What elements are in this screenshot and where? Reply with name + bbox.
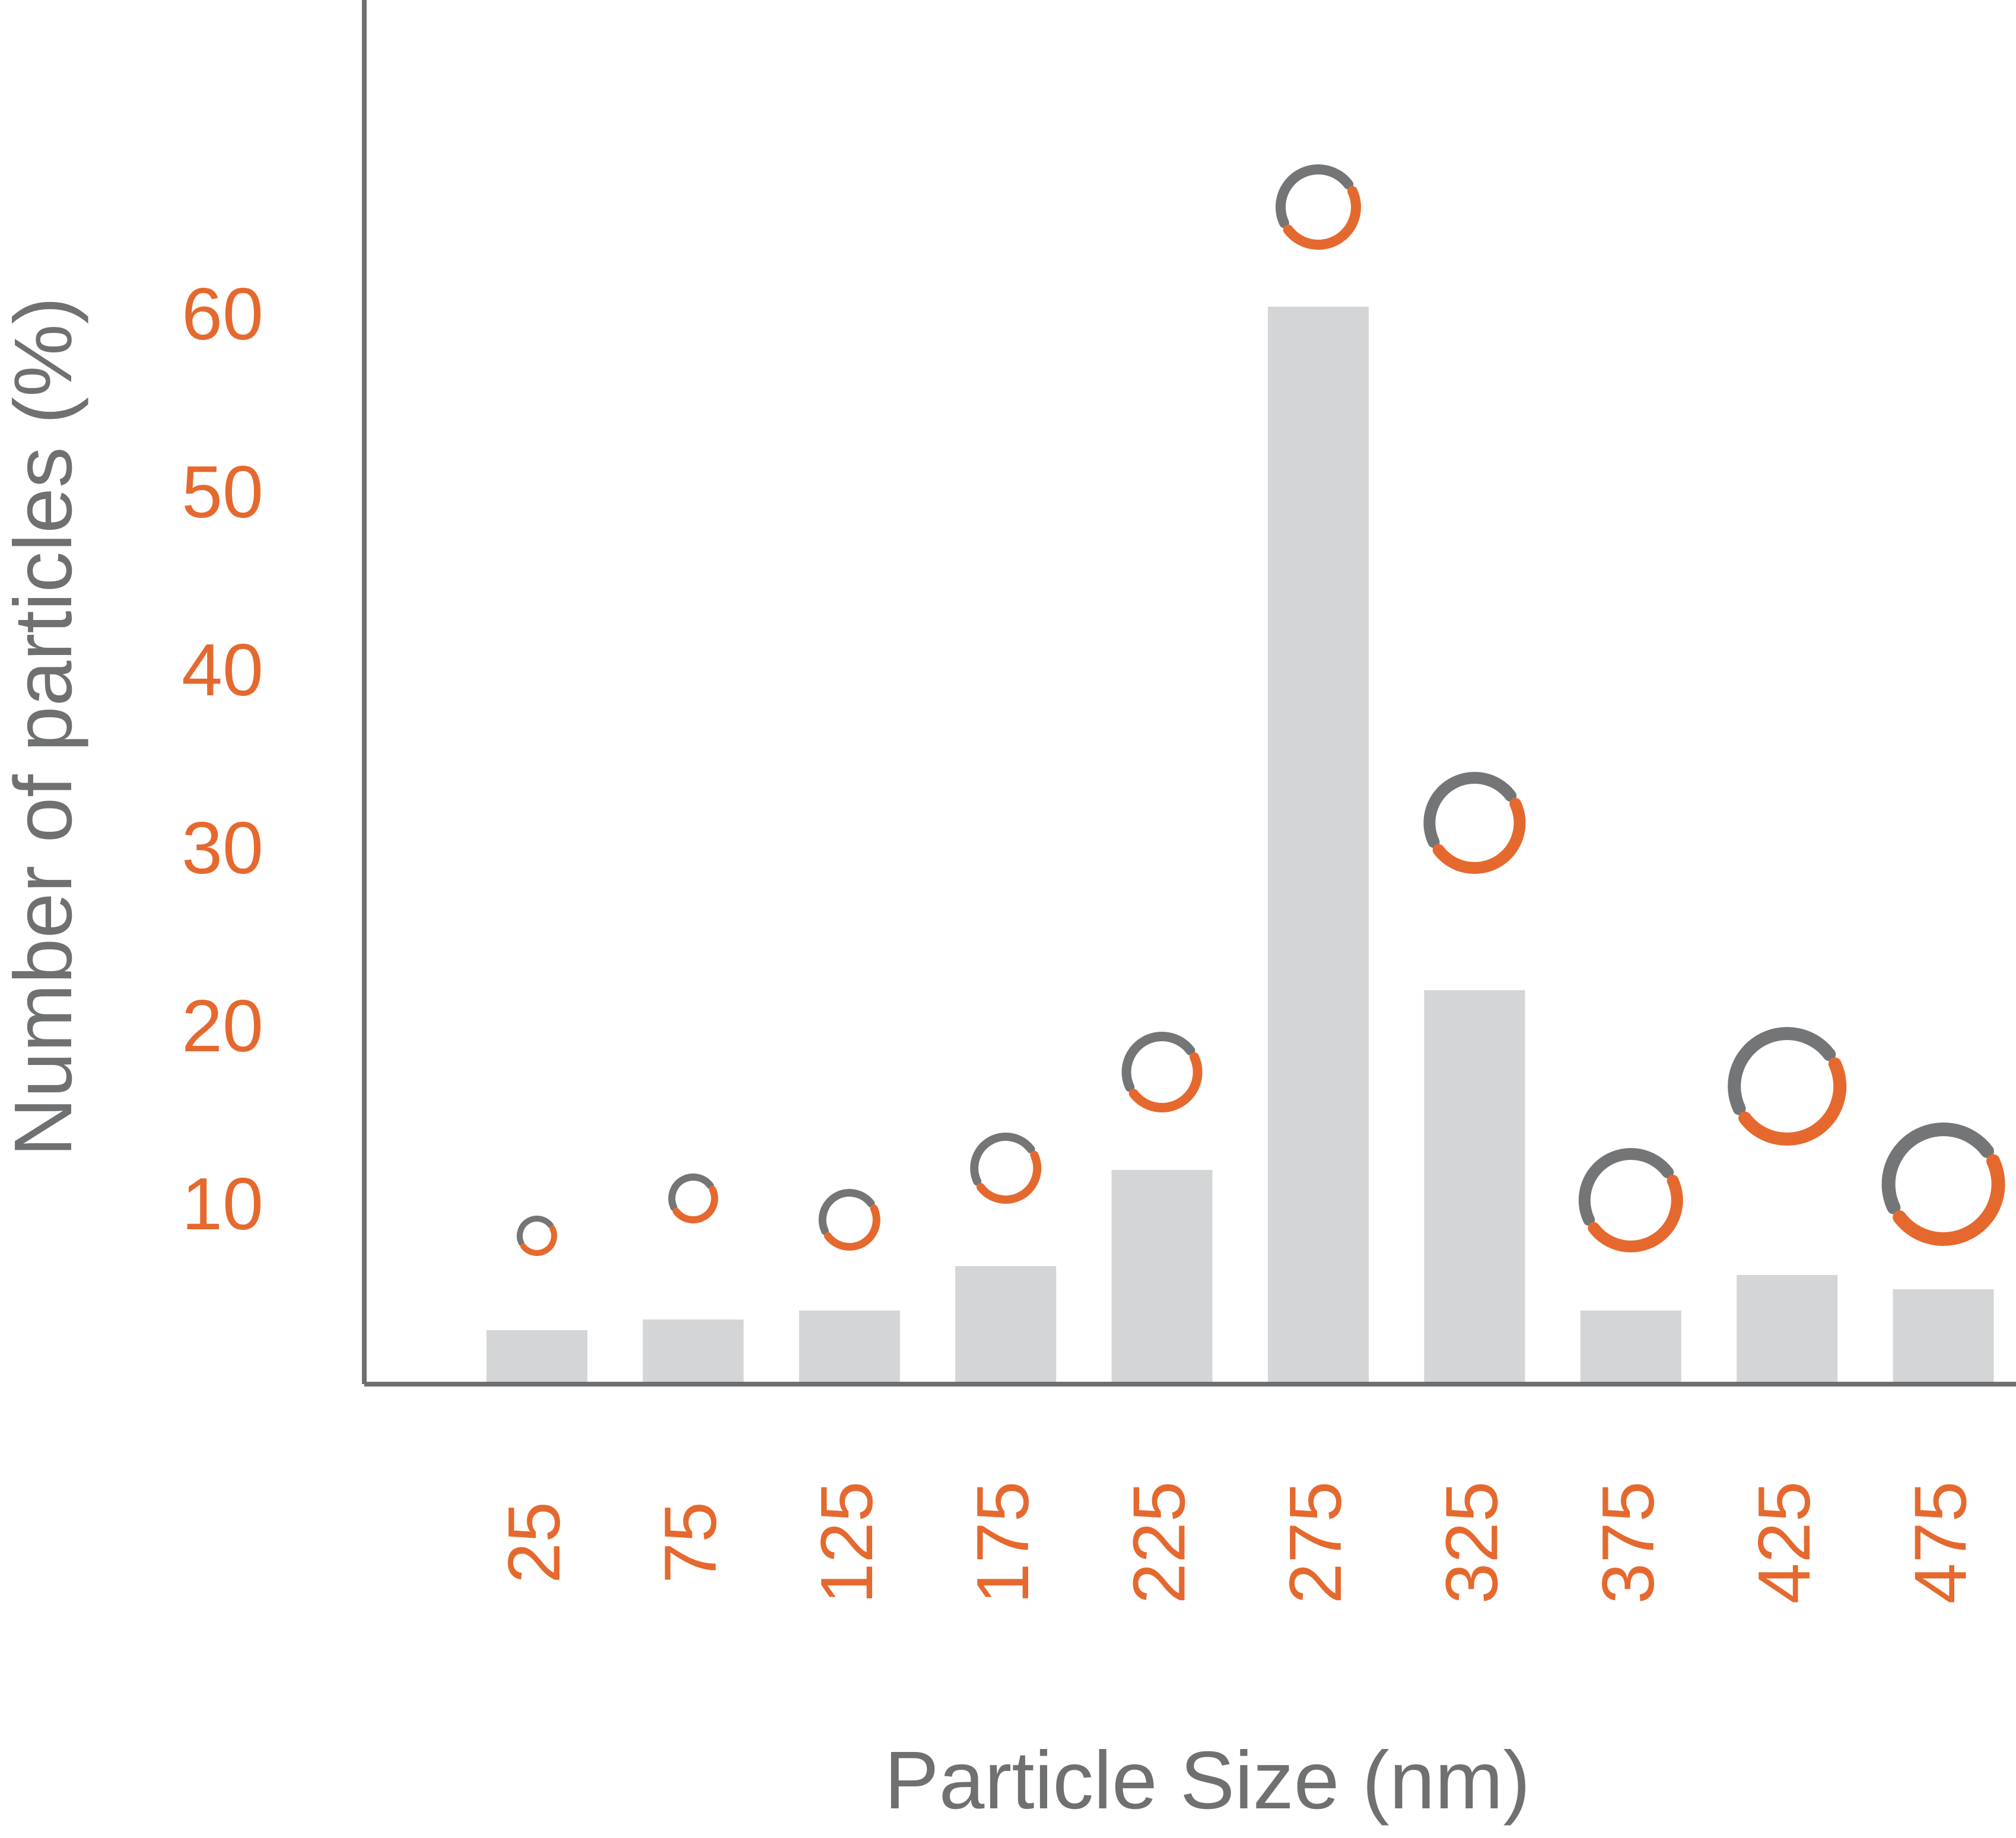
ring-orange-arc xyxy=(1738,1057,1847,1146)
particle-ring-125 xyxy=(818,1189,880,1251)
x-axis-title: Particle Size (nm) xyxy=(885,1735,1531,1826)
y-tick-label-30: 30 xyxy=(182,807,263,889)
x-tick-label-475: 475 xyxy=(1900,1481,1982,1604)
ring-orange-arc xyxy=(672,1185,718,1224)
particle-ring-175 xyxy=(970,1133,1042,1204)
x-tick-label-325: 325 xyxy=(1431,1481,1513,1604)
bar-475 xyxy=(1893,1289,1994,1382)
axes-layer xyxy=(362,0,2016,1387)
bar-75 xyxy=(643,1319,744,1382)
y-tick-label-10: 10 xyxy=(182,1163,263,1245)
y-axis-title: Number of particles (%) xyxy=(0,297,89,1156)
bar-225 xyxy=(1111,1170,1213,1382)
bar-275 xyxy=(1268,307,1369,1382)
bars-layer xyxy=(486,307,1994,1382)
ring-gray-arc xyxy=(1276,164,1354,228)
particle-ring-425 xyxy=(1728,1027,1847,1146)
ring-orange-arc xyxy=(1588,1175,1683,1252)
x-tick-label-225: 225 xyxy=(1119,1481,1201,1604)
y-tick-label-40: 40 xyxy=(182,629,263,711)
ring-gray-arc xyxy=(970,1133,1035,1186)
x-tick-label-275: 275 xyxy=(1275,1481,1357,1604)
ring-gray-arc xyxy=(517,1216,554,1246)
ring-gray-arc xyxy=(1423,771,1517,848)
particle-rings-layer xyxy=(517,164,2005,1256)
ring-gray-arc xyxy=(1578,1148,1674,1226)
particle-ring-275 xyxy=(1276,164,1361,250)
bar-125 xyxy=(799,1311,900,1382)
y-tick-label-50: 50 xyxy=(182,451,263,533)
bar-175 xyxy=(955,1266,1057,1382)
y-tick-label-20: 20 xyxy=(182,985,263,1067)
particle-ring-475 xyxy=(1881,1122,2005,1246)
ring-orange-arc xyxy=(976,1150,1042,1204)
x-tick-label-425: 425 xyxy=(1744,1481,1826,1604)
particle-ring-225 xyxy=(1121,1031,1203,1113)
y-tick-label-60: 60 xyxy=(182,274,263,355)
particle-ring-25 xyxy=(517,1216,557,1256)
ring-orange-arc xyxy=(1893,1154,2005,1246)
ring-gray-arc xyxy=(818,1189,875,1235)
ring-gray-arc xyxy=(1121,1031,1195,1092)
bar-375 xyxy=(1580,1311,1681,1382)
x-tick-label-75: 75 xyxy=(650,1502,732,1583)
bar-325 xyxy=(1424,990,1525,1382)
particle-ring-375 xyxy=(1578,1148,1683,1252)
x-tick-label-375: 375 xyxy=(1588,1481,1670,1604)
ring-gray-arc xyxy=(668,1173,714,1211)
ring-gray-arc xyxy=(1881,1122,1994,1214)
x-tick-label-175: 175 xyxy=(962,1481,1044,1604)
x-tick-labels: 25 75 125 175 225 275 325 375 425 475 xyxy=(494,1481,1982,1604)
x-tick-label-25: 25 xyxy=(494,1502,575,1583)
particle-ring-325 xyxy=(1423,771,1526,875)
particle-ring-75 xyxy=(668,1173,718,1224)
bar-25 xyxy=(486,1330,587,1382)
ring-orange-arc xyxy=(1283,186,1361,250)
ring-orange-arc xyxy=(1432,797,1526,875)
bar-425 xyxy=(1737,1275,1838,1382)
ring-orange-arc xyxy=(520,1225,557,1256)
ring-orange-arc xyxy=(823,1204,880,1251)
ring-gray-arc xyxy=(1728,1027,1836,1115)
ring-orange-arc xyxy=(1128,1052,1203,1113)
x-tick-label-125: 125 xyxy=(806,1481,888,1604)
y-tick-labels: 10 20 30 40 50 60 xyxy=(182,274,263,1245)
